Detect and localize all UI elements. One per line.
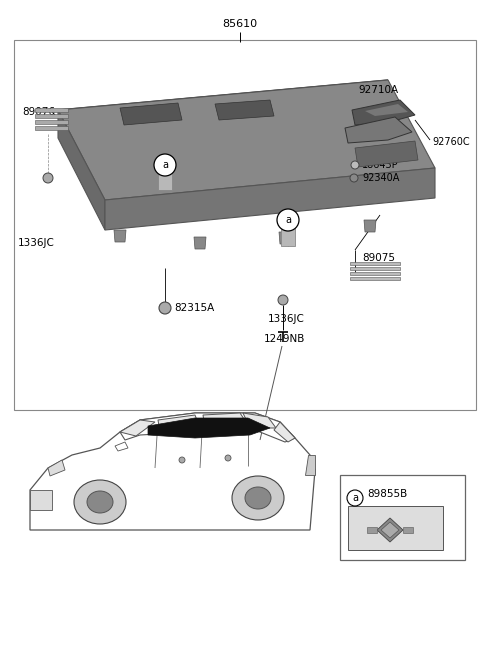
Bar — [348, 506, 443, 550]
Text: 1249NB: 1249NB — [264, 334, 305, 344]
Polygon shape — [35, 126, 68, 130]
Polygon shape — [105, 168, 435, 230]
Polygon shape — [274, 422, 295, 442]
Polygon shape — [35, 114, 68, 118]
Polygon shape — [345, 117, 412, 143]
Polygon shape — [58, 110, 105, 230]
Circle shape — [351, 161, 359, 169]
Text: 92340A: 92340A — [362, 173, 399, 183]
Polygon shape — [148, 418, 270, 438]
Polygon shape — [365, 104, 408, 116]
Circle shape — [350, 174, 358, 182]
Ellipse shape — [87, 491, 113, 513]
Polygon shape — [35, 108, 68, 112]
Text: 92760C: 92760C — [432, 137, 469, 147]
Polygon shape — [350, 272, 400, 275]
Text: 82315A: 82315A — [174, 303, 214, 313]
Polygon shape — [352, 100, 415, 125]
Polygon shape — [364, 220, 376, 232]
Polygon shape — [48, 460, 65, 476]
Circle shape — [278, 295, 288, 305]
Polygon shape — [115, 442, 128, 451]
Circle shape — [347, 490, 363, 506]
Polygon shape — [367, 527, 377, 533]
Polygon shape — [355, 141, 418, 167]
Circle shape — [154, 154, 176, 176]
Text: 18643P: 18643P — [362, 160, 398, 170]
Text: a: a — [285, 215, 291, 225]
Bar — [158, 172, 172, 190]
Polygon shape — [215, 100, 274, 120]
Polygon shape — [58, 80, 435, 200]
Circle shape — [179, 457, 185, 463]
Polygon shape — [203, 413, 248, 428]
Polygon shape — [377, 518, 403, 542]
Polygon shape — [30, 413, 315, 530]
Polygon shape — [30, 490, 52, 510]
Polygon shape — [305, 455, 315, 475]
Polygon shape — [279, 232, 291, 244]
Polygon shape — [243, 413, 276, 428]
Polygon shape — [350, 267, 400, 270]
Text: 89076: 89076 — [22, 107, 55, 117]
Polygon shape — [194, 237, 206, 249]
Polygon shape — [114, 230, 126, 242]
Polygon shape — [350, 277, 400, 280]
Polygon shape — [381, 522, 399, 538]
Bar — [281, 228, 295, 246]
Ellipse shape — [74, 480, 126, 524]
Circle shape — [225, 455, 231, 461]
Circle shape — [43, 173, 53, 183]
Text: a: a — [352, 493, 358, 503]
Text: a: a — [162, 160, 168, 170]
Text: 89855B: 89855B — [367, 489, 407, 499]
Polygon shape — [120, 413, 295, 442]
Circle shape — [277, 209, 299, 231]
Text: 92710A: 92710A — [358, 85, 398, 95]
Text: 85610: 85610 — [222, 19, 258, 29]
Bar — [14, 40, 476, 410]
Polygon shape — [35, 120, 68, 124]
Polygon shape — [350, 262, 400, 265]
Polygon shape — [403, 527, 413, 533]
Text: 1336JC: 1336JC — [268, 314, 305, 324]
Ellipse shape — [245, 487, 271, 509]
Bar — [340, 475, 465, 560]
Text: 89075: 89075 — [362, 253, 395, 263]
Polygon shape — [120, 420, 155, 436]
Circle shape — [159, 302, 171, 314]
Ellipse shape — [232, 476, 284, 520]
Polygon shape — [120, 103, 182, 125]
Text: 1336JC: 1336JC — [18, 238, 55, 248]
Polygon shape — [158, 415, 200, 432]
